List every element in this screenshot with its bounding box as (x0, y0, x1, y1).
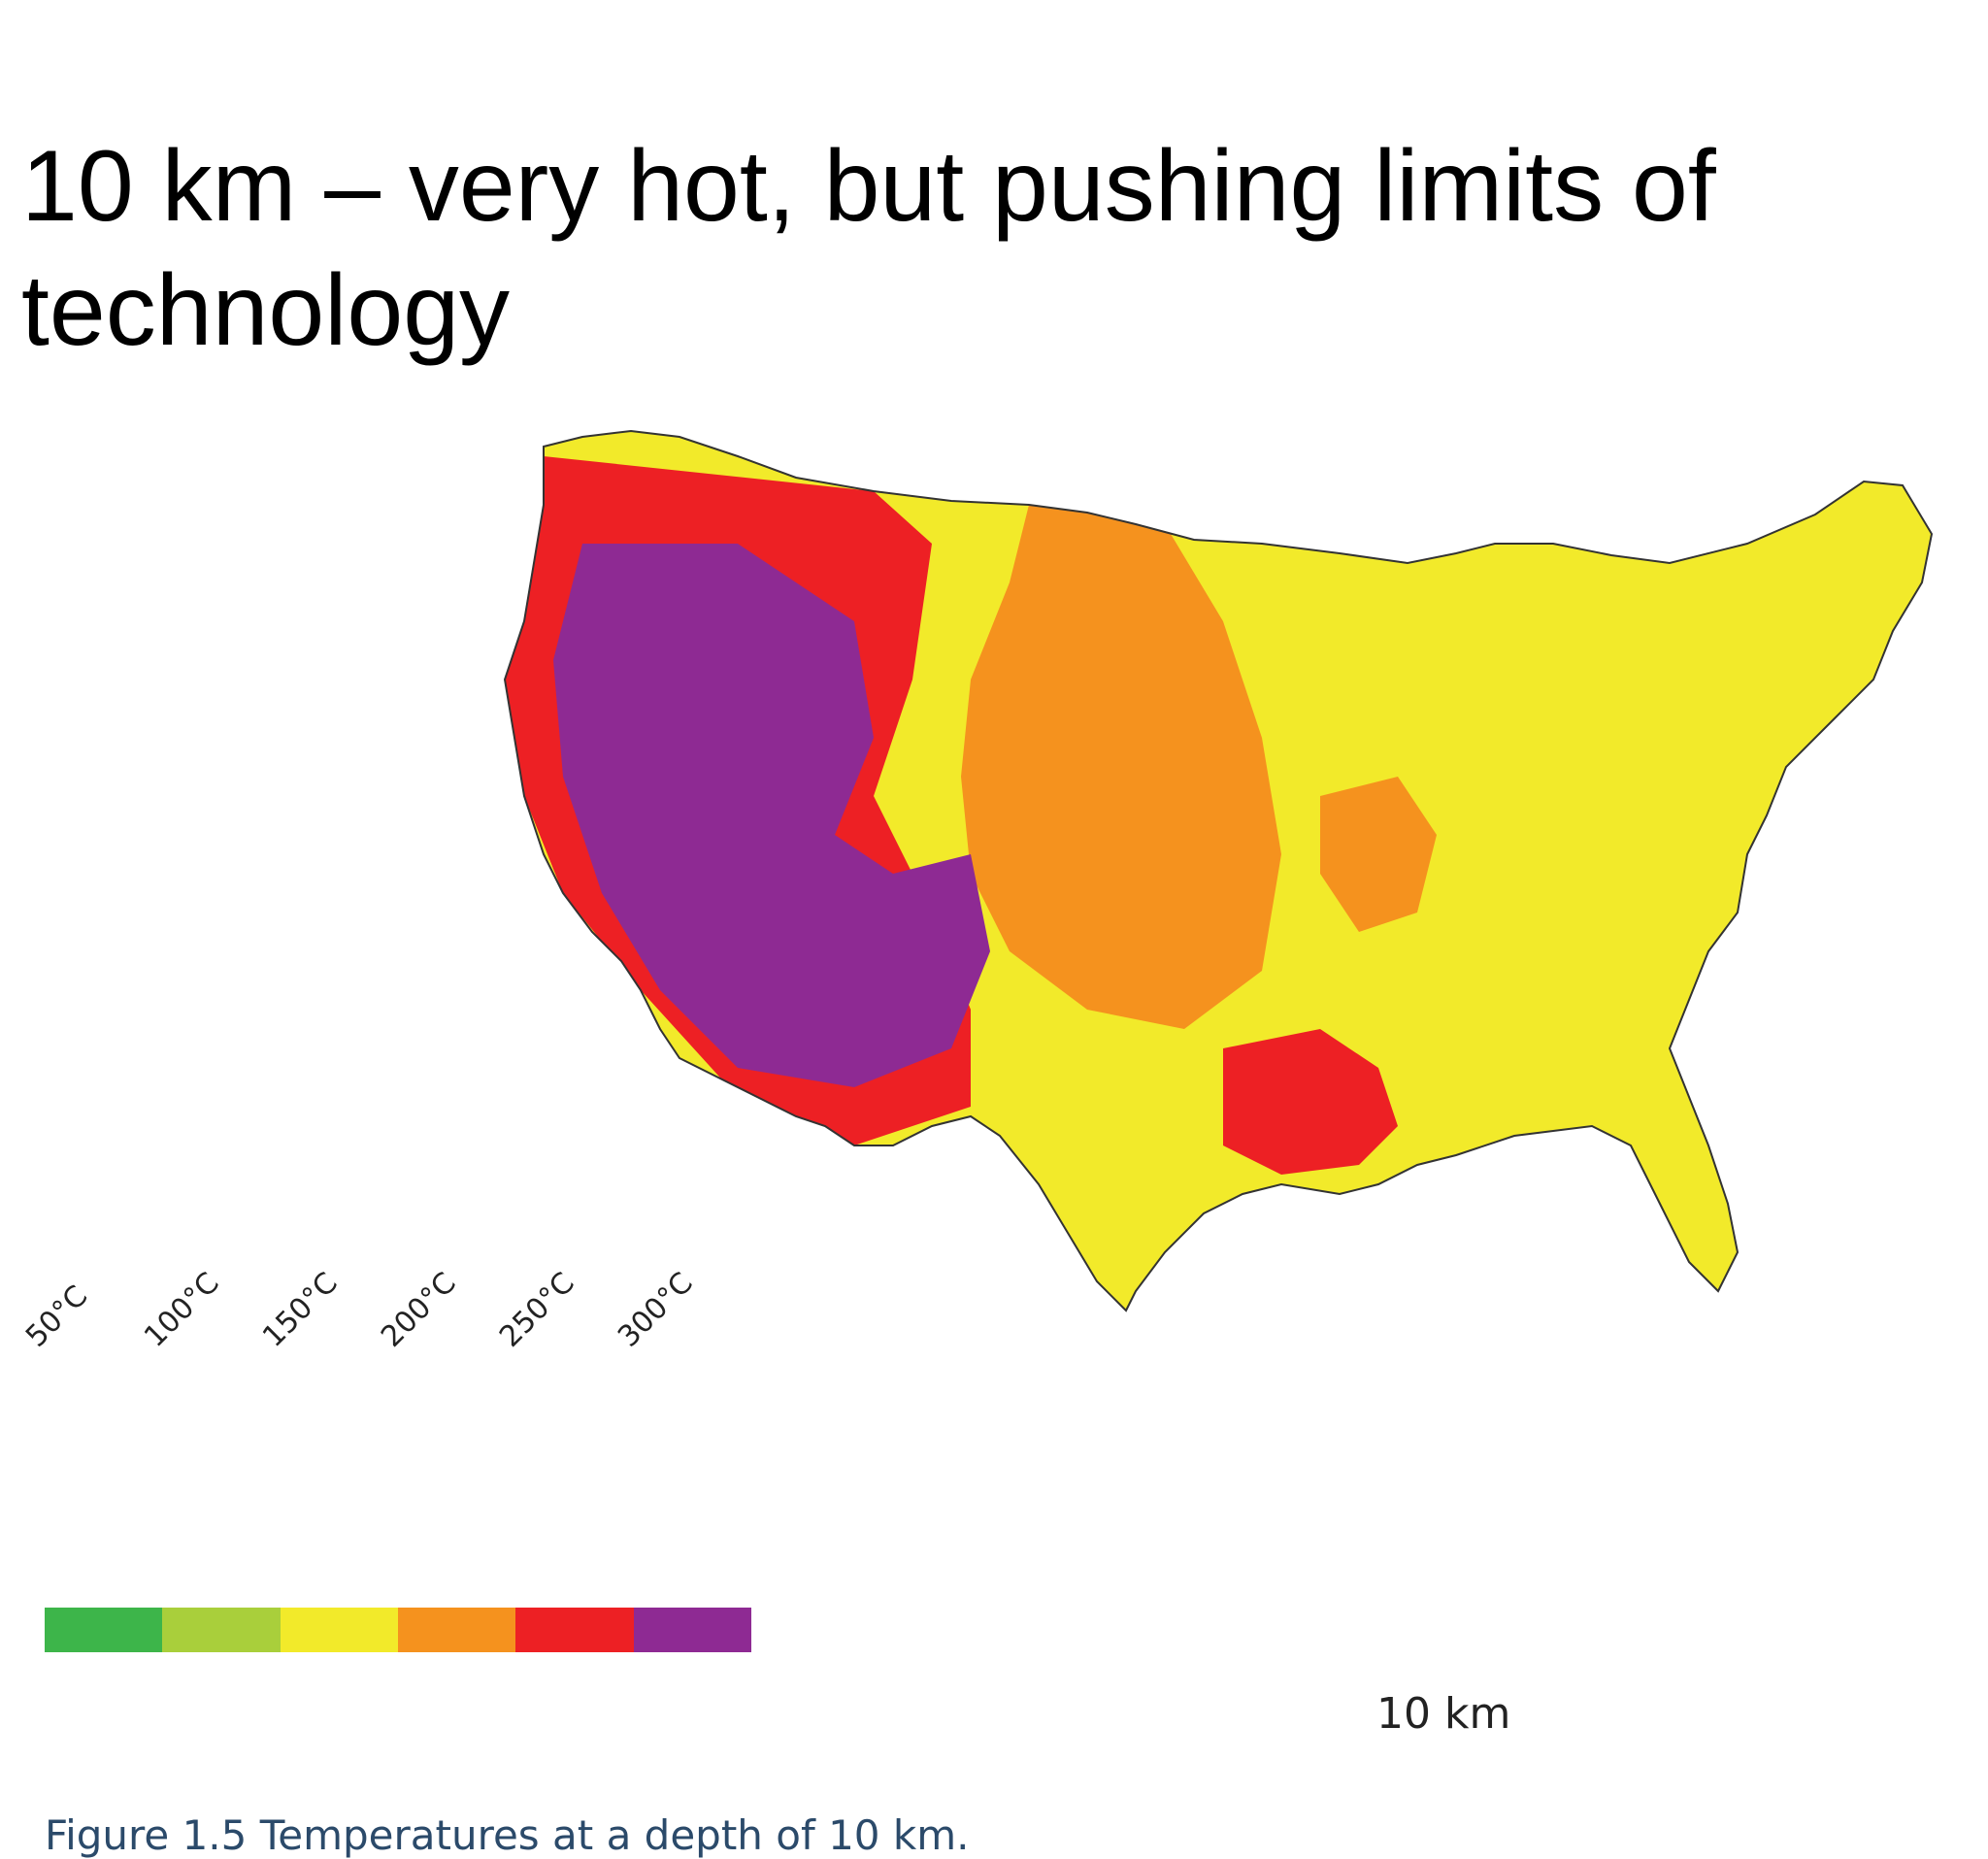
legend-swatch (280, 1608, 398, 1652)
figure-caption: Figure 1.5 Temperatures at a depth of 10… (45, 1811, 970, 1859)
map-region-red-south (1223, 1029, 1398, 1175)
map-outline (503, 429, 1934, 1312)
legend-swatch (45, 1608, 163, 1652)
legend-swatch (397, 1608, 516, 1652)
depth-label: 10 km (1376, 1689, 1511, 1739)
legend-color-bar (45, 1608, 751, 1652)
legend-swatch (633, 1608, 751, 1652)
map-region-orange-midwest (1320, 777, 1437, 932)
legend-swatch (515, 1608, 634, 1652)
slide-title: 10 km – very hot, but pushing limits of … (21, 130, 1716, 367)
map-region-purple-basin (553, 544, 990, 1087)
temperature-map (503, 429, 1934, 1312)
legend-swatch (162, 1608, 281, 1652)
map-region-orange-plains (961, 505, 1281, 1029)
